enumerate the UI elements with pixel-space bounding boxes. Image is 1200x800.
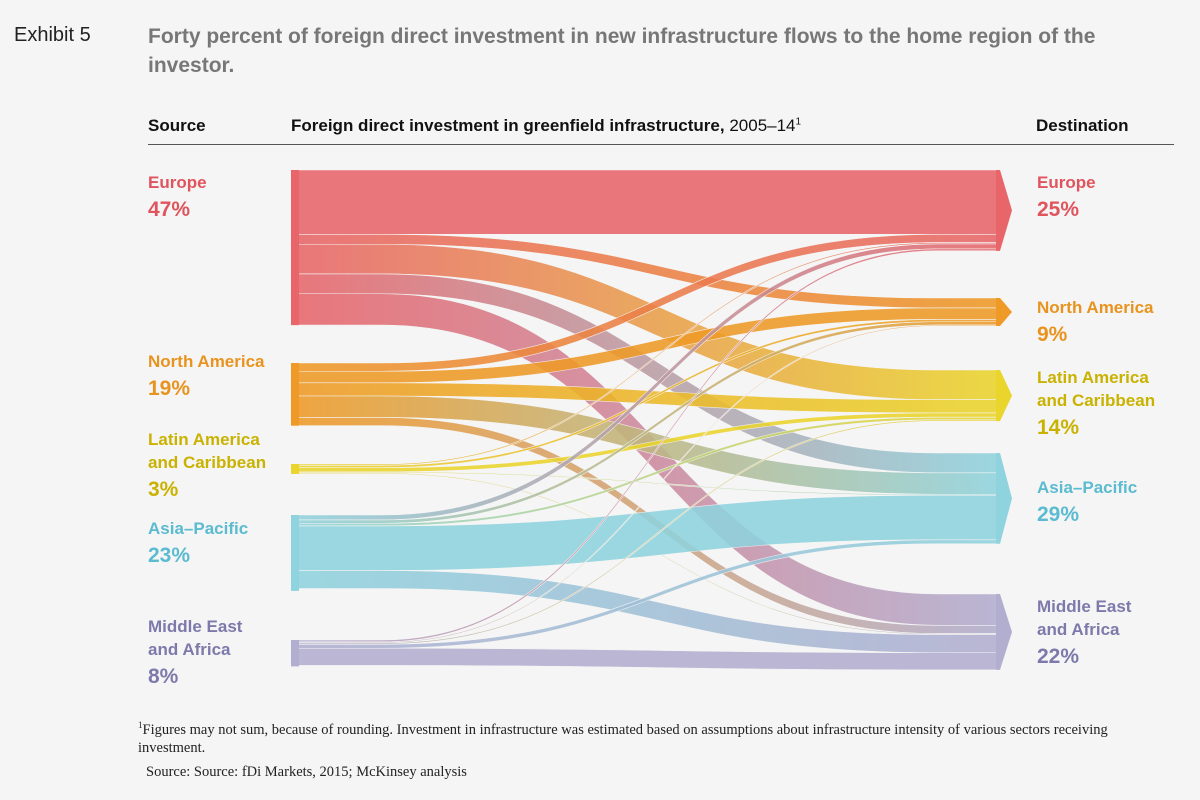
source-node-latin_america [291,464,299,474]
destination-value-middle_east: 22% [1037,645,1080,668]
destination-label-middle_east-line: and Africa [1037,620,1120,639]
source-node-north_america [291,363,299,426]
middle-header-bold: Foreign direct investment in greenfield … [291,116,725,135]
destination-label-latin_america-line: Latin America [1037,368,1149,387]
exhibit-label: Exhibit 5 [14,24,91,46]
destination-node-latin_america [996,370,1012,422]
source-label-middle_east: Middle East and Africa 8% [148,615,242,688]
source-label-latin_america-line: and Caribbean [148,453,267,472]
chart-title: Forty percent of foreign direct investme… [148,25,1096,77]
footnote-marker: 1 [138,720,143,730]
destination-label-asia_pacific: Asia–Pacific 29% [1037,476,1137,526]
destination-label-middle_east-line: Middle East [1037,597,1132,616]
destination-label-europe: Europe 25% [1037,171,1096,221]
source-label-middle_east-line: Middle East [148,617,243,636]
destination-label-north_america-line: North America [1037,298,1154,317]
source-value-europe: 47% [148,198,191,221]
source-label-latin_america-line: Latin America [148,430,260,449]
destination-column-header: Destination [1036,116,1129,135]
destination-label-europe-line: Europe [1037,173,1096,192]
footnote: 1Figures may not sum, because of roundin… [138,716,1148,757]
source-value-asia_pacific: 23% [148,544,191,567]
destination-label-latin_america: Latin America and Caribbean 14% [1037,366,1155,439]
destination-label-north_america: North America 9% [1037,296,1154,346]
middle-column-header: Foreign direct investment in greenfield … [291,116,801,136]
destination-value-north_america: 9% [1037,323,1068,346]
flow-europe-to-europe [290,169,1001,235]
source-label-middle_east-line: and Africa [148,640,231,659]
destination-value-latin_america: 14% [1037,416,1080,439]
source-value-latin_america: 3% [148,478,179,501]
source-note: Source: Source: fDi Markets, 2015; McKin… [146,764,467,780]
destination-node-north_america [996,298,1012,327]
destination-label-middle_east: Middle East and Africa 22% [1037,595,1131,668]
source-label-north_america: North America 19% [148,350,265,400]
source-label-latin_america: Latin America and Caribbean 3% [148,428,266,501]
destination-value-europe: 25% [1037,198,1080,221]
footnote-text: Figures may not sum, because of rounding… [138,721,1108,756]
destination-label-latin_america-line: and Caribbean [1037,391,1156,410]
source-value-middle_east: 8% [148,665,179,688]
source-column-header: Source [148,116,206,135]
source-label-europe: Europe 47% [148,171,207,221]
destination-node-middle_east [996,594,1012,670]
source-node-europe [291,170,299,326]
source-label-asia_pacific: Asia–Pacific 23% [148,517,248,567]
header-rule [148,144,1174,145]
destination-node-europe [996,170,1012,251]
source-value-north_america: 19% [148,377,191,400]
destination-node-asia_pacific [996,453,1012,544]
destination-label-asia_pacific-line: Asia–Pacific [1037,478,1138,497]
source-node-middle_east [291,640,299,667]
footnote-ref: 1 [795,116,802,128]
flow-asia_pacific-to-asia_pacific [290,494,1001,571]
destination-value-asia_pacific: 29% [1037,503,1080,526]
source-label-north_america-line: North America [148,352,265,371]
middle-header-years: 2005–14 [729,116,796,135]
source-node-asia_pacific [291,515,299,591]
source-label-europe-line: Europe [148,173,207,192]
source-label-asia_pacific-line: Asia–Pacific [148,519,249,538]
